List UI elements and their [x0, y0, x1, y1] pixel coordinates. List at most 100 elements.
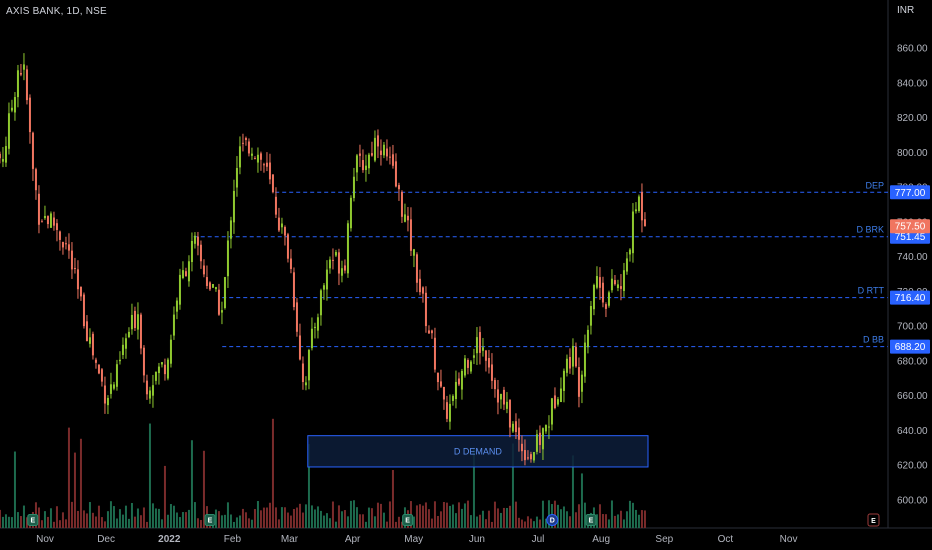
volume-bar	[259, 510, 262, 528]
x-tick-label: Jul	[532, 534, 545, 545]
dividend-flag[interactable]	[546, 514, 559, 526]
candle-body	[307, 350, 310, 381]
volume-bar	[214, 509, 217, 528]
volume-bar	[553, 500, 556, 528]
candle-body	[79, 286, 82, 297]
candle-body	[127, 331, 130, 338]
volume-bar	[346, 516, 349, 528]
candle-body	[448, 403, 451, 422]
x-tick-label: Oct	[718, 534, 734, 545]
earnings-flag[interactable]	[585, 514, 597, 526]
volume-bar	[571, 455, 574, 528]
candle-body	[601, 282, 604, 303]
candle-body	[283, 227, 286, 236]
candle-body	[373, 137, 376, 161]
volume-bar	[511, 443, 514, 528]
candle-body	[532, 452, 535, 461]
candle-body	[202, 265, 205, 275]
earnings-flag[interactable]	[27, 514, 39, 526]
x-tick-label: Sep	[655, 534, 673, 545]
volume-bar	[583, 502, 586, 528]
volume-bar	[43, 511, 46, 528]
candle-body	[85, 321, 88, 342]
candle-body	[454, 381, 457, 400]
volume-bar	[487, 510, 490, 528]
volume-bar	[574, 512, 577, 528]
volume-bar	[163, 465, 166, 528]
volume-bar	[109, 501, 112, 528]
volume-bar	[199, 519, 202, 528]
volume-bar	[643, 510, 646, 528]
volume-bar	[304, 504, 307, 528]
volume-bar	[580, 473, 583, 528]
volume-bar	[202, 450, 205, 528]
candle-body	[181, 270, 184, 279]
candle-body	[529, 454, 532, 460]
volume-bar	[19, 516, 22, 528]
volume-bar	[343, 510, 346, 528]
volume-bar	[88, 502, 91, 528]
volume-bar	[235, 517, 238, 528]
candle-body	[226, 240, 229, 277]
level-price-tag	[890, 185, 930, 200]
volume-bar	[544, 518, 547, 528]
last-price-tag	[890, 219, 930, 234]
candle-body	[262, 164, 265, 166]
volume-bar	[166, 514, 169, 528]
volume-bar	[22, 505, 25, 528]
candle-body	[436, 372, 439, 383]
volume-bar	[46, 516, 49, 528]
volume-bar	[148, 423, 151, 528]
volume-bar	[475, 516, 478, 528]
candle-body	[376, 135, 379, 147]
candle-body	[502, 389, 505, 405]
volume-bar	[400, 521, 403, 528]
volume-bar	[451, 504, 454, 528]
volume-bar	[118, 509, 121, 528]
volume-bar	[244, 512, 247, 528]
candle-body	[550, 398, 553, 425]
volume-bar	[67, 427, 70, 528]
candle-body	[619, 286, 622, 289]
level-price-tag	[890, 229, 930, 244]
volume-bar	[361, 514, 364, 528]
y-tick-label: 600.00	[897, 496, 928, 507]
volume-bar	[157, 508, 160, 528]
x-tick-label: Aug	[592, 534, 610, 545]
candle-body	[292, 272, 295, 308]
volume-bar	[481, 510, 484, 528]
upcoming-earnings-flag[interactable]	[867, 513, 880, 527]
volume-bar	[316, 506, 319, 528]
candle-body	[538, 432, 541, 445]
candle-body	[10, 107, 13, 111]
candle-body	[553, 395, 556, 409]
volume-bar	[178, 517, 181, 528]
volume-bar	[121, 514, 124, 528]
candle-body	[430, 330, 433, 334]
volume-bar	[91, 512, 94, 528]
candle-body	[352, 176, 355, 199]
candle-body	[466, 360, 469, 368]
level-price-tag-text: 716.40	[895, 293, 926, 304]
upcoming-earnings-letter: E	[871, 518, 876, 525]
volume-bar	[394, 521, 397, 528]
candle-body	[409, 219, 412, 251]
earnings-flag[interactable]	[204, 514, 216, 526]
volume-bar	[502, 507, 505, 528]
volume-bar	[229, 514, 232, 528]
volume-bar	[160, 519, 163, 528]
volume-bar	[436, 515, 439, 528]
volume-layer	[0, 418, 646, 528]
earnings-flag[interactable]	[402, 514, 414, 526]
volume-bar	[106, 511, 109, 528]
volume-bar	[529, 518, 532, 528]
candle-body	[157, 366, 160, 374]
x-tick-label: Nov	[780, 534, 798, 545]
volume-bar	[253, 509, 256, 528]
volume-bar	[187, 509, 190, 528]
x-tick-label: Jun	[469, 534, 485, 545]
candle-body	[235, 168, 238, 188]
candle-body	[397, 185, 400, 190]
candle-body	[322, 285, 325, 290]
